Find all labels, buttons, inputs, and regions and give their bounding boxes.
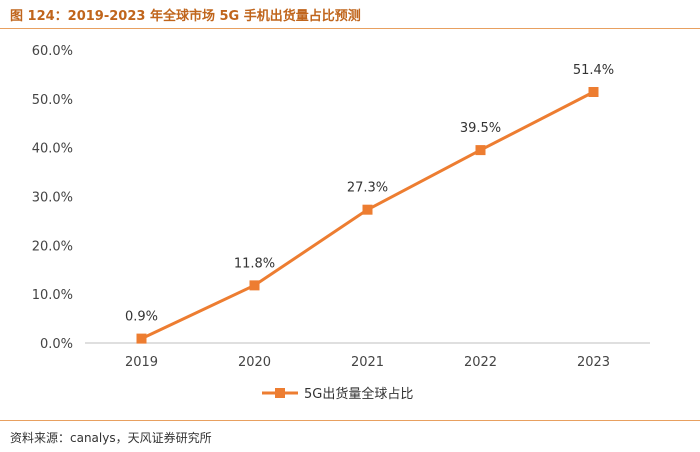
y-axis: 0.0% 10.0% 20.0% 30.0% 40.0% 50.0% 60.0% [32,44,73,352]
y-tick-label: 0.0% [40,337,73,352]
data-label: 51.4% [573,63,614,78]
y-tick-label: 30.0% [32,191,73,206]
title-bar: 图 124：2019-2023 年全球市场 5G 手机出货量占比预测 [0,0,700,29]
line-chart: 0.0%10.0%20.0%30.0%40.0%50.0%60.0% 2019 2… [32,44,650,402]
source-note: 资料来源：canalys，天风证券研究所 [10,431,212,445]
x-tick-label: 2020 [238,355,271,370]
data-label: 11.8% [234,256,275,271]
legend-label: 5G出货量全球占比 [304,386,413,402]
data-point-marker [475,145,486,156]
y-tick-label: 10.0% [32,288,73,303]
y-tick-label: 50.0% [32,93,73,108]
data-point-marker [249,280,260,291]
x-tick-label: 2022 [464,355,497,370]
data-point-marker [136,333,147,344]
legend: 5G出货量全球占比 [262,386,413,402]
data-label: 27.3% [347,181,388,196]
data-point-marker [588,86,599,97]
y-tick-label: 60.0% [32,44,73,59]
y-tick-label: 40.0% [32,142,73,157]
chart-title: 图 124：2019-2023 年全球市场 5G 手机出货量占比预测 [10,9,361,24]
data-label: 39.5% [460,121,501,136]
series-line [140,90,595,340]
x-tick-label: 2023 [577,355,610,370]
source-bar: 资料来源：canalys，天风证券研究所 [0,420,700,452]
data-labels: 0.9% 11.8% 27.3% 39.5% 51.4% [125,63,614,325]
legend-marker-swatch [275,388,285,398]
data-point-marker [362,204,373,215]
x-tick-label: 2019 [125,355,158,370]
data-label: 0.9% [125,310,158,325]
x-axis: 2019 2020 2021 2022 2023 [125,355,610,370]
series-markers [136,86,599,344]
y-tick-label: 20.0% [32,239,73,254]
x-tick-label: 2021 [351,355,384,370]
